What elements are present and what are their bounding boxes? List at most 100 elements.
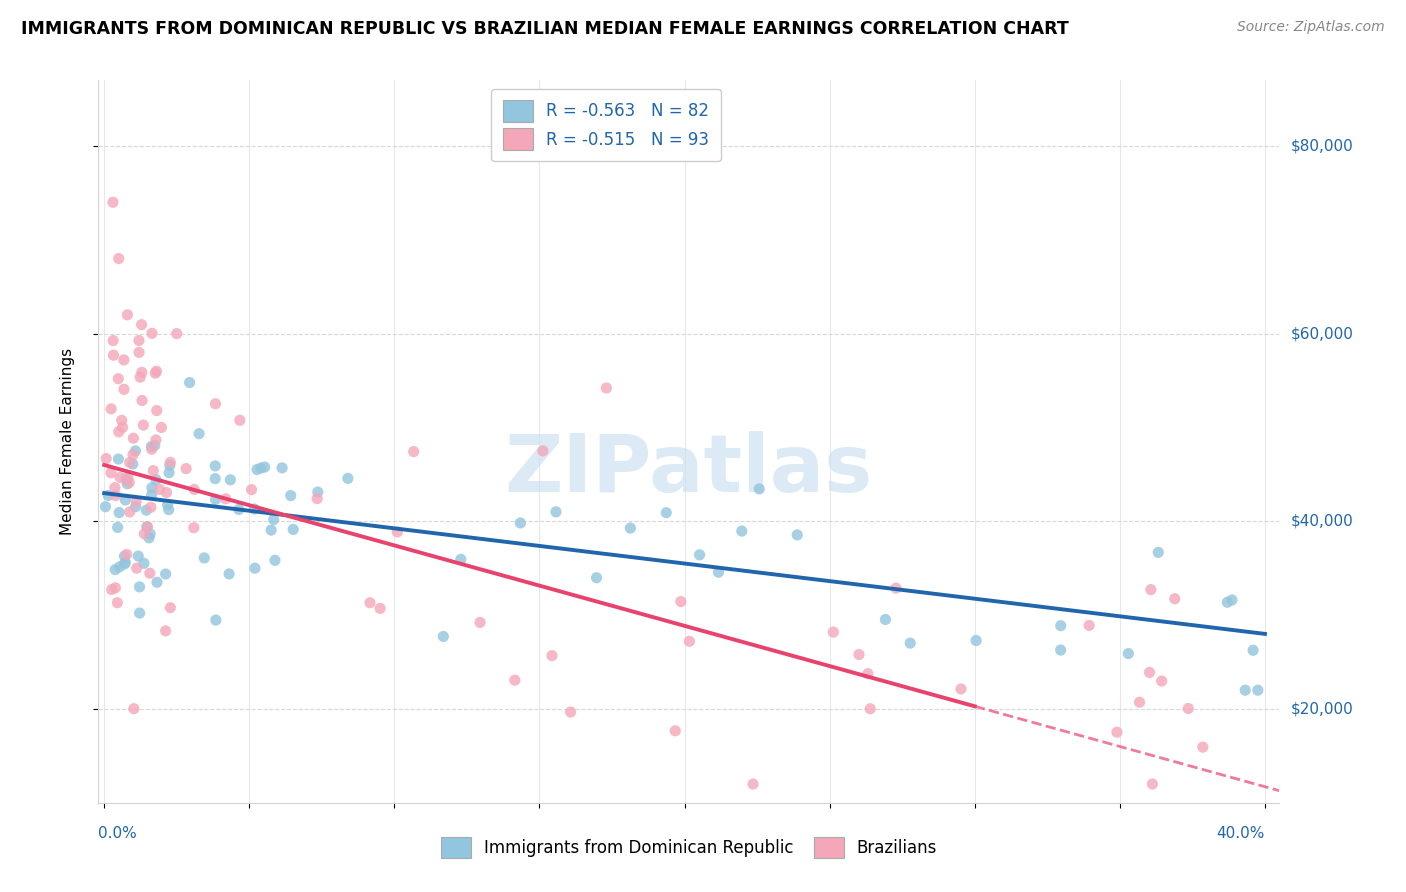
Point (949, 681, 972, 696)
Point (115, 472, 138, 486)
Point (204, 492, 226, 507)
Point (246, 462, 269, 476)
Point (122, 431, 145, 445)
Point (118, 456, 141, 470)
Point (1105, 725, 1128, 739)
Point (243, 502, 266, 516)
Point (166, 326, 188, 341)
Point (150, 420, 173, 434)
Point (122, 701, 145, 715)
Point (678, 634, 700, 648)
Point (823, 625, 845, 640)
Point (1116, 647, 1139, 661)
Point (1177, 701, 1199, 715)
Point (179, 376, 201, 390)
Point (271, 461, 294, 475)
Point (131, 393, 153, 408)
Point (118, 475, 141, 490)
Point (859, 702, 882, 716)
Point (101, 195, 124, 210)
Point (541, 648, 564, 663)
Point (503, 673, 526, 688)
Point (174, 461, 197, 475)
Point (253, 460, 276, 475)
Point (128, 345, 150, 359)
Point (100, 582, 122, 597)
Point (141, 442, 163, 457)
Point (145, 364, 167, 378)
Point (135, 503, 157, 517)
Point (205, 613, 228, 627)
Point (121, 457, 143, 471)
Point (107, 252, 129, 266)
Point (100, 466, 122, 480)
Point (125, 495, 148, 509)
Point (104, 563, 127, 577)
Point (101, 334, 124, 348)
Point (1220, 593, 1243, 607)
Point (250, 461, 273, 475)
Point (689, 548, 711, 562)
Point (742, 777, 765, 791)
Point (1164, 591, 1187, 606)
Point (117, 470, 139, 484)
Point (283, 523, 305, 537)
Text: $80,000: $80,000 (1291, 138, 1354, 153)
Point (585, 571, 607, 585)
Point (124, 443, 146, 458)
Point (146, 575, 169, 590)
Y-axis label: Median Female Earnings: Median Female Earnings (60, 348, 75, 535)
Point (748, 482, 770, 496)
Point (114, 555, 136, 569)
Point (856, 666, 879, 681)
Point (107, 520, 129, 534)
Point (1147, 545, 1170, 559)
Point (111, 413, 134, 427)
Point (183, 521, 205, 535)
Text: IMMIGRANTS FROM DOMINICAN REPUBLIC VS BRAZILIAN MEDIAN FEMALE EARNINGS CORRELATI: IMMIGRANTS FROM DOMINICAN REPUBLIC VS BR… (21, 20, 1069, 37)
Point (218, 566, 240, 581)
Point (1049, 643, 1071, 657)
Point (229, 413, 252, 427)
Point (1150, 673, 1173, 688)
Point (1078, 618, 1101, 632)
Point (228, 502, 250, 516)
Point (128, 334, 150, 348)
Point (215, 491, 238, 506)
Point (124, 500, 146, 514)
Point (94, 500, 117, 514)
Point (875, 612, 897, 626)
Text: 0.0%: 0.0% (98, 826, 138, 841)
Point (1140, 582, 1163, 597)
Point (128, 606, 150, 620)
Point (145, 366, 167, 380)
Point (142, 464, 165, 478)
Point (664, 723, 686, 738)
Point (263, 512, 285, 526)
Point (141, 481, 163, 495)
Point (131, 318, 153, 332)
Point (159, 455, 181, 469)
Point (132, 557, 155, 571)
Point (155, 624, 177, 638)
Point (155, 485, 177, 500)
Point (307, 491, 329, 506)
Point (1234, 683, 1257, 698)
Point (157, 502, 180, 516)
Point (1049, 618, 1071, 632)
Point (145, 403, 167, 417)
Point (240, 483, 263, 497)
Point (139, 566, 162, 581)
Point (149, 483, 172, 497)
Point (509, 516, 531, 530)
Text: Source: ZipAtlas.com: Source: ZipAtlas.com (1237, 20, 1385, 34)
Point (432, 630, 454, 644)
Point (848, 648, 870, 662)
Point (143, 438, 166, 452)
Point (108, 559, 131, 574)
Point (387, 524, 409, 539)
Point (204, 397, 226, 411)
Point (118, 505, 141, 519)
Point (129, 370, 152, 384)
Point (104, 481, 127, 495)
